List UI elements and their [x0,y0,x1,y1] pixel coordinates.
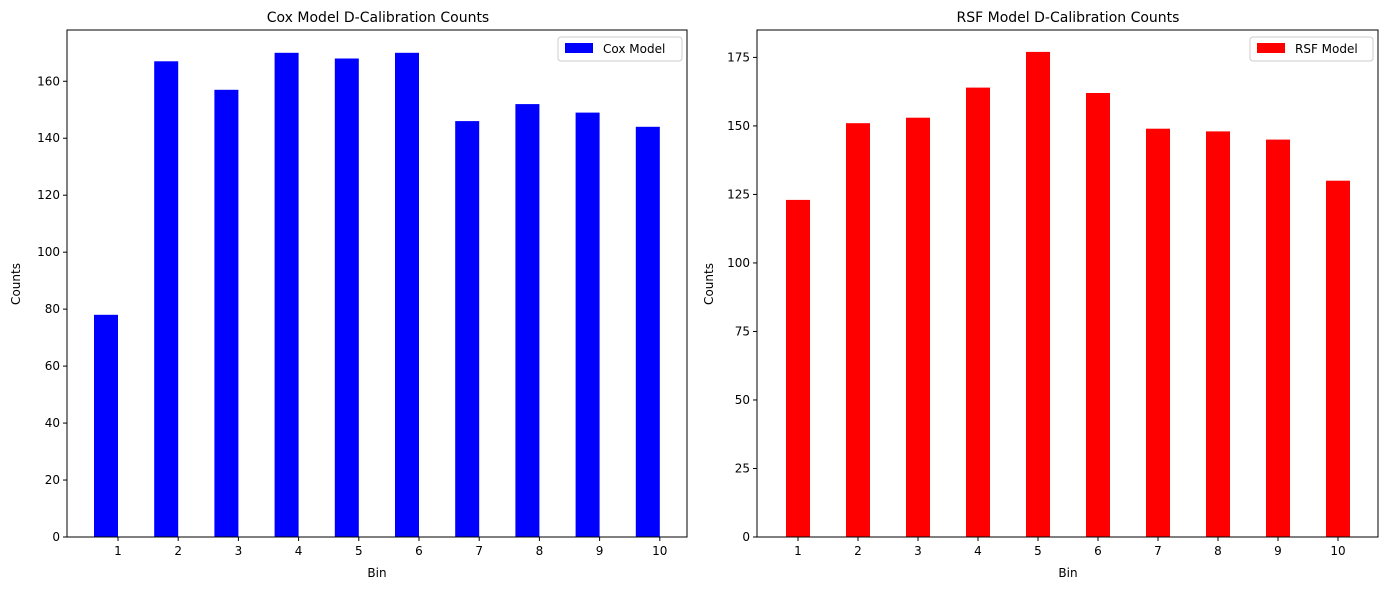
plot-frame [66,29,688,538]
y-tick-label: 0 [742,530,750,544]
x-tick-label: 3 [235,544,243,558]
y-tick-label: 40 [45,416,60,430]
bar-group [94,52,660,538]
bar-1 [94,314,118,537]
x-tick-label: 1 [114,544,122,558]
legend-swatch [565,43,593,53]
x-axis-ticks: 1 2 3 4 5 6 7 8 9 10 [114,537,667,558]
legend-label: Cox Model [603,42,665,56]
bar-10 [1326,180,1350,537]
chart-title: RSF Model D-Calibration Counts [957,10,1180,26]
x-tick-label: 3 [914,544,922,558]
bar-5 [334,58,359,537]
y-tick-label: 0 [52,530,60,544]
plot-frame [756,29,1379,538]
x-tick-label: 2 [174,544,182,558]
x-tick-label: 7 [1154,544,1162,558]
x-tick-label: 6 [1094,544,1102,558]
y-tick-label: 60 [45,359,60,373]
x-axis-label: Bin [367,566,386,580]
bar-10 [635,126,660,538]
bar-1 [786,199,810,537]
cox-chart: Cox Model D-Calibration Counts 020406080… [9,10,688,580]
bar-9 [575,112,600,537]
y-tick-label: 120 [37,188,60,202]
y-tick-label: 20 [45,473,60,487]
y-tick-label: 50 [735,393,750,407]
x-tick-label: 8 [536,544,544,558]
y-tick-label: 175 [727,50,750,64]
chart-title: Cox Model D-Calibration Counts [267,10,489,26]
bar-7 [1146,128,1170,537]
y-tick-label: 100 [37,245,60,259]
bar-group [786,51,1350,538]
rsf-chart: RSF Model D-Calibration Counts 025507510… [702,10,1379,580]
bar-9 [1266,139,1290,537]
x-tick-label: 4 [295,544,303,558]
x-tick-label: 10 [652,544,667,558]
bar-2 [154,61,179,538]
y-tick-label: 75 [735,324,750,338]
x-tick-label: 10 [1330,544,1345,558]
y-axis-ticks: 0 20 40 60 80 100 120 140 160 [37,74,67,544]
y-tick-label: 150 [727,119,750,133]
y-tick-label: 80 [45,302,60,316]
x-tick-label: 7 [475,544,483,558]
x-tick-label: 5 [1034,544,1042,558]
x-tick-label: 5 [355,544,363,558]
x-tick-label: 2 [854,544,862,558]
y-axis-ticks: 0 25 50 75 100 125 150 175 [727,50,757,544]
x-tick-label: 9 [1274,544,1282,558]
y-tick-label: 160 [37,74,60,88]
x-tick-label: 9 [596,544,604,558]
bar-4 [966,87,990,537]
bar-3 [214,89,239,538]
x-axis-label: Bin [1058,566,1077,580]
bar-3 [906,117,930,537]
x-axis-ticks: 1 2 3 4 5 6 7 8 9 10 [794,537,1346,558]
bar-6 [1086,93,1110,537]
x-tick-label: 1 [794,544,802,558]
x-tick-label: 4 [974,544,982,558]
x-tick-label: 6 [415,544,423,558]
bar-4 [274,52,299,538]
legend-swatch [1257,43,1285,53]
y-tick-label: 140 [37,131,60,145]
bar-6 [395,52,419,538]
legend: RSF Model [1249,36,1374,62]
bar-8 [515,104,540,537]
y-tick-label: 125 [727,187,750,201]
legend-label: RSF Model [1295,42,1358,56]
bar-2 [846,123,870,537]
bar-7 [455,121,480,537]
bar-8 [1206,131,1230,537]
y-tick-label: 100 [727,256,750,270]
y-axis-label: Counts [9,263,23,305]
legend: Cox Model [557,36,683,62]
y-axis-label: Counts [702,263,716,305]
y-tick-label: 25 [735,461,750,475]
bar-5 [1026,51,1050,538]
x-tick-label: 8 [1214,544,1222,558]
